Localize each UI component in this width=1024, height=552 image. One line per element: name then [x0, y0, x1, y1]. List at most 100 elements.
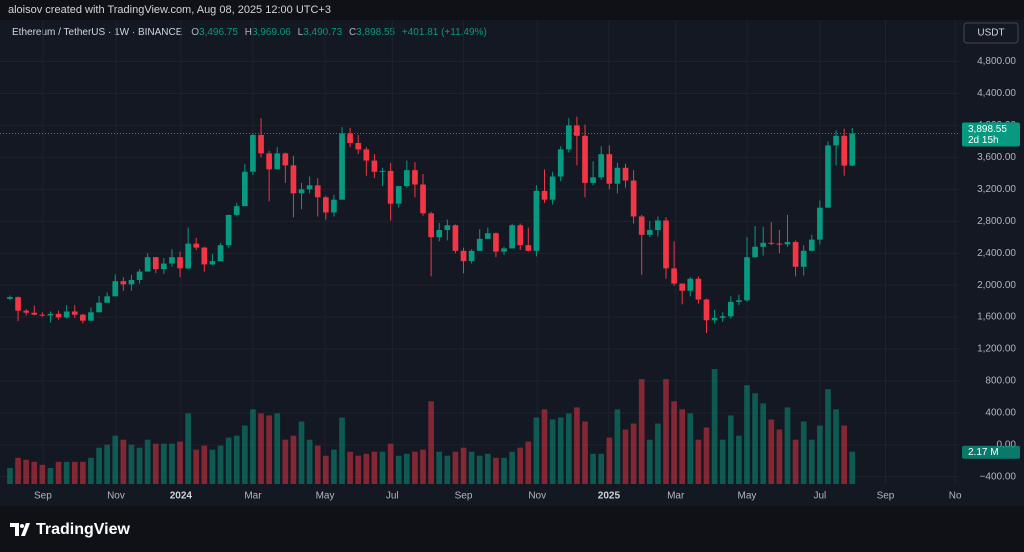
x-tick-label: 2024	[170, 491, 193, 502]
volume-bar	[776, 429, 783, 484]
credit: aloisov created with TradingView.com, Au…	[8, 4, 331, 16]
candle-body	[541, 190, 548, 200]
volume-bar	[452, 451, 459, 484]
volume-bar	[549, 419, 556, 484]
logo: TradingView	[10, 521, 131, 538]
volume-bar	[379, 451, 386, 484]
volume-bar	[266, 415, 272, 484]
currency-box[interactable]	[963, 22, 1019, 44]
candle-body	[225, 214, 232, 246]
candle-body	[298, 189, 305, 194]
volume-bar	[128, 444, 135, 484]
candle-body	[582, 135, 588, 183]
candle-body	[128, 279, 135, 285]
candle-body	[493, 233, 499, 252]
volume-bar	[217, 445, 224, 484]
candle-body	[347, 133, 353, 143]
x-tick-label: No	[949, 491, 962, 502]
volume-bar	[590, 453, 596, 484]
candle-body	[387, 170, 394, 204]
candle-body	[217, 245, 224, 262]
candle-body	[282, 153, 289, 166]
x-tick-label: 2025	[598, 491, 621, 502]
legend-key: L	[298, 27, 304, 38]
candle-body	[679, 283, 686, 291]
volume-bar	[80, 461, 86, 484]
candle-body	[136, 271, 143, 280]
volume-bar	[152, 443, 159, 484]
volume-bar	[655, 423, 661, 484]
candle-body	[88, 312, 94, 321]
candle-body	[290, 165, 297, 194]
volume-bar	[314, 445, 321, 484]
symbol: Ethereum / TetherUS · 1W · BINANCE	[12, 27, 183, 38]
volume-bar	[800, 421, 807, 484]
candle-body	[800, 250, 807, 267]
volume-bar	[347, 451, 353, 484]
volume-bar	[112, 435, 119, 484]
candle-body	[760, 242, 767, 247]
volume-bar	[703, 427, 710, 484]
candle-body	[833, 135, 839, 146]
logo-icon	[10, 523, 30, 536]
volume-bar	[161, 443, 167, 484]
volume	[7, 369, 856, 484]
candle-body	[15, 297, 21, 311]
volume-bar	[193, 449, 200, 484]
candle-body	[606, 154, 613, 184]
legend-value: 3,898.55	[356, 27, 395, 38]
y-tick-label: 2,400.00	[977, 248, 1016, 259]
y-tick-label: −400.00	[980, 471, 1017, 482]
candle-body	[557, 149, 564, 177]
volume-bar	[727, 415, 734, 484]
volume-bar	[565, 413, 572, 484]
y-tick-label: 2,800.00	[977, 216, 1016, 227]
volume-bar	[395, 455, 402, 484]
price-scale	[960, 20, 1024, 506]
volume-bar	[428, 401, 434, 484]
candle-body	[849, 133, 856, 166]
candle-body	[371, 160, 378, 172]
y-tick-label: 3,600.00	[977, 152, 1016, 163]
candle-body	[161, 263, 167, 270]
volume-bar	[403, 453, 410, 484]
volume-bar	[484, 453, 491, 484]
candle-body	[549, 176, 556, 200]
volume-bar	[671, 401, 677, 484]
volume-bar	[517, 447, 524, 484]
volume-bar	[525, 441, 532, 484]
volume-bar	[185, 413, 191, 484]
candle-body	[258, 135, 264, 154]
candle-body	[452, 225, 459, 251]
candle-body	[23, 310, 29, 313]
volume-bar	[768, 419, 775, 484]
candle-body	[339, 133, 345, 200]
volume-bar	[39, 464, 46, 484]
volume-bar	[541, 409, 548, 484]
candle-body	[201, 247, 208, 265]
volume-bar	[825, 389, 831, 484]
brand: TradingView	[36, 521, 131, 538]
volume-bar	[606, 437, 613, 484]
candle-body	[671, 268, 677, 284]
legend-key: H	[245, 27, 252, 38]
volume-bar	[646, 439, 653, 484]
volume-bar	[679, 409, 686, 484]
grid	[0, 20, 960, 484]
candle-body	[468, 250, 475, 262]
candle-body	[444, 225, 451, 231]
candle-body	[193, 243, 200, 248]
time-scale	[0, 484, 960, 506]
volume-bar	[760, 403, 767, 484]
volume-bar	[744, 385, 750, 484]
x-tick-label: Sep	[34, 491, 52, 502]
candle-body	[808, 239, 815, 251]
candle-body	[395, 186, 402, 204]
candle-body	[152, 257, 159, 270]
candle-body	[322, 197, 329, 213]
candle-body	[776, 243, 783, 245]
x-tick-label: Jul	[813, 491, 826, 502]
volume-bar	[808, 439, 815, 484]
currency[interactable]: USDT	[977, 28, 1004, 39]
candle-body	[47, 313, 54, 316]
